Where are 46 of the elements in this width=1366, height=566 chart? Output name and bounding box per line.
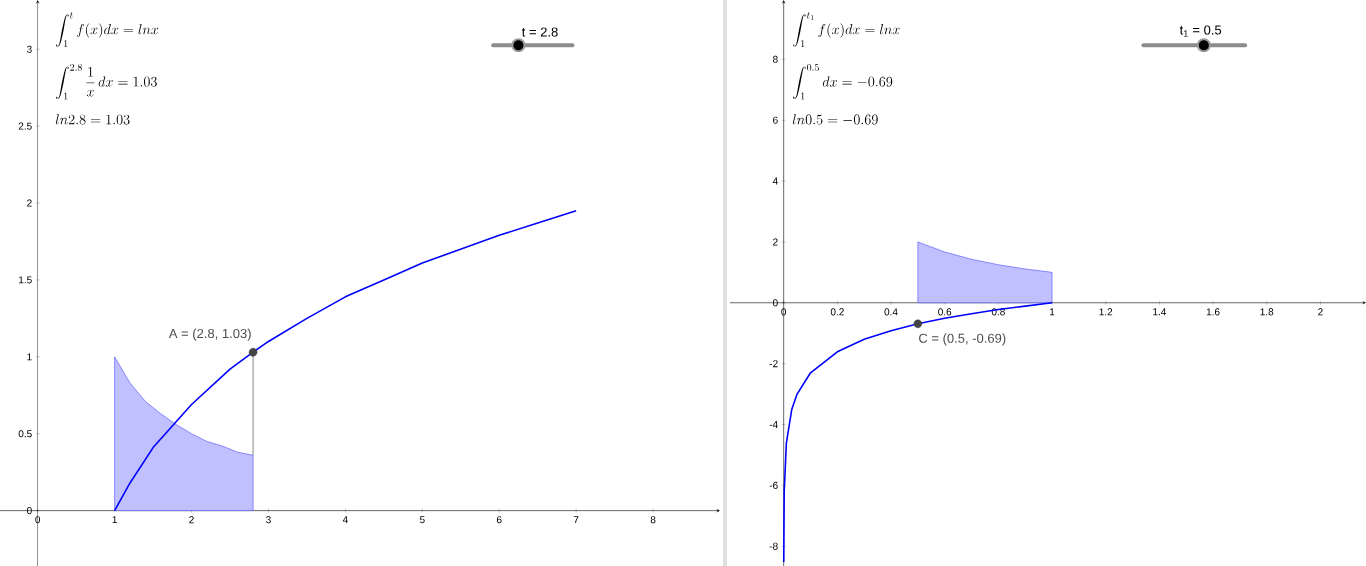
x-tick-label: 1.8 xyxy=(1260,308,1274,316)
x-tick-label: 1 xyxy=(112,516,117,524)
x-tick-label: 0 xyxy=(35,516,41,524)
x-tick-label: 7 xyxy=(573,516,579,524)
y-tick-label: 1 xyxy=(27,353,32,361)
y-tick-label: -6 xyxy=(769,481,778,489)
annotation: $\int_1^{t_1} f(x)dx = lnx$ xyxy=(793,12,900,47)
annotation: $\int_1^{2.8} \frac{1}{x}\,dx = 1.03$ xyxy=(56,63,157,100)
x-tick-label: 1 xyxy=(1050,308,1055,316)
y-tick-label: 6 xyxy=(773,116,778,124)
y-tick-label: 1.5 xyxy=(19,276,32,284)
x-tick-label: 5 xyxy=(419,516,425,524)
y-tick-label: 2 xyxy=(773,238,778,246)
y-tick-label: -2 xyxy=(769,360,778,368)
x-tick-label: 1.4 xyxy=(1153,308,1167,316)
y-tick-label: 0 xyxy=(772,299,778,307)
x-tick-label: 0.4 xyxy=(884,308,898,316)
x-tick-label: 2 xyxy=(1318,308,1323,316)
y-tick-label: -8 xyxy=(769,542,778,550)
annotation: A = (2.8, 1.03) xyxy=(168,328,251,341)
x-tick-label: 0.2 xyxy=(830,308,844,316)
x-tick-label: 6 xyxy=(496,516,502,524)
y-tick-label: 2 xyxy=(27,199,32,207)
y-tick-label: 4 xyxy=(772,177,778,185)
annotation: t = 2.8 xyxy=(521,27,558,37)
annotation: t$_{1}$ = 0.5 xyxy=(1179,25,1222,37)
y-tick-label: 8 xyxy=(773,55,778,63)
annotation: C = (0.5, -0.69) xyxy=(919,333,1006,346)
x-tick-label: 8 xyxy=(650,516,656,524)
x-tick-label: 0.6 xyxy=(938,308,952,316)
x-tick-label: 4 xyxy=(342,516,348,524)
annotation: $\int_1^{t} f(x)dx = lnx$ xyxy=(56,12,159,47)
x-tick-label: 1.2 xyxy=(1099,308,1113,316)
y-tick-label: 0 xyxy=(26,507,32,515)
annotation: $\int_1^{0.5} dx = -0.69$ xyxy=(793,63,893,100)
y-tick-label: -4 xyxy=(769,421,778,428)
y-tick-label: 0.5 xyxy=(18,430,32,438)
line-series xyxy=(782,301,1053,563)
y-tick-label: 2.5 xyxy=(18,122,32,130)
annotation: $ln2.8 = 1.03$ xyxy=(55,114,130,125)
x-tick-label: 1.6 xyxy=(1206,308,1220,316)
annotation: $ln0.5 = -0.69$ xyxy=(792,114,878,125)
y-tick-label: 3 xyxy=(26,45,32,53)
x-tick-label: 3 xyxy=(266,516,271,524)
x-tick-label: 0 xyxy=(781,308,787,316)
x-tick-label: 2 xyxy=(189,516,194,524)
